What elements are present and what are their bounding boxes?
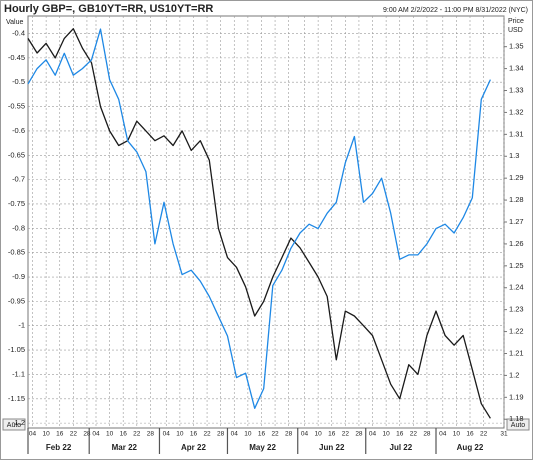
y-tick-label: -0.5 bbox=[12, 77, 25, 86]
y2-tick-label: 1.32 bbox=[509, 107, 524, 116]
y-tick-label: -0.4 bbox=[12, 29, 25, 38]
series-line bbox=[27, 28, 491, 419]
chart-title: Hourly GBP=, GB10YT=RR, US10YT=RR bbox=[4, 3, 213, 15]
y-tick-label: -0.9 bbox=[12, 272, 25, 281]
x-tick-label: 16 bbox=[328, 431, 336, 438]
x-tick-label: 28 bbox=[83, 431, 91, 438]
y2-tick-label: 1.25 bbox=[509, 261, 524, 270]
y2-tick-label: 1.22 bbox=[509, 327, 524, 336]
y-tick-label: -0.95 bbox=[8, 296, 25, 305]
x-tick-label: 28 bbox=[285, 431, 293, 438]
x-tick-label: 10 bbox=[106, 431, 114, 438]
x-tick-label: 16 bbox=[466, 431, 474, 438]
x-tick-label: 10 bbox=[176, 431, 184, 438]
x-tick-label: 04 bbox=[439, 431, 447, 438]
x-tick-label: 04 bbox=[231, 431, 239, 438]
y-tick-label: -1.05 bbox=[8, 345, 25, 354]
x-tick-label: 10 bbox=[383, 431, 391, 438]
y-tick-label: -0.75 bbox=[8, 199, 25, 208]
y-tick-label: -1.15 bbox=[8, 394, 25, 403]
y2-tick-label: 1.31 bbox=[509, 129, 524, 138]
y2-axis-label: Price bbox=[508, 18, 524, 25]
x-tick-label: 22 bbox=[70, 431, 78, 438]
y2-tick-label: 1.23 bbox=[509, 305, 524, 314]
x-tick-label: 10 bbox=[315, 431, 323, 438]
y2-tick-label: 1.33 bbox=[509, 85, 524, 94]
month-label: Mar 22 bbox=[112, 443, 138, 452]
x-tick-label: 04 bbox=[29, 431, 37, 438]
y2-axis-label: USD bbox=[508, 27, 523, 34]
y2-tick-label: 1.24 bbox=[509, 283, 524, 292]
x-tick-label: 16 bbox=[190, 431, 198, 438]
y2-tick-label: 1.29 bbox=[509, 173, 524, 182]
y2-tick-label: 1.35 bbox=[509, 42, 524, 51]
y2-tick-label: 1.21 bbox=[509, 348, 524, 357]
y-tick-label: -0.85 bbox=[8, 248, 25, 257]
y-tick-label: -0.55 bbox=[8, 102, 25, 111]
x-tick-label: 22 bbox=[133, 431, 141, 438]
auto-button[interactable] bbox=[2, 418, 26, 431]
month-label: May 22 bbox=[249, 443, 276, 452]
y-tick-label: -0.6 bbox=[12, 126, 25, 135]
x-tick-label: 04 bbox=[301, 431, 309, 438]
y2-tick-label: 1.27 bbox=[509, 217, 524, 226]
auto-button[interactable] bbox=[506, 418, 530, 431]
y2-tick-label: 1.3 bbox=[509, 151, 519, 160]
x-tick-label: 22 bbox=[271, 431, 279, 438]
x-tick-label: 16 bbox=[396, 431, 404, 438]
y2-tick-label: 1.19 bbox=[509, 392, 524, 401]
x-tick-label: 10 bbox=[43, 431, 51, 438]
series-line bbox=[27, 28, 491, 409]
y2-tick-label: 1.26 bbox=[509, 239, 524, 248]
y-axis-label: Value bbox=[6, 19, 23, 26]
x-tick-label: 22 bbox=[342, 431, 350, 438]
x-tick-label: 04 bbox=[369, 431, 377, 438]
x-tick-label: 04 bbox=[92, 431, 100, 438]
month-label: Aug 22 bbox=[457, 443, 484, 452]
x-tick-label: 22 bbox=[480, 431, 488, 438]
month-label: Jun 22 bbox=[319, 443, 345, 452]
x-tick-label: 16 bbox=[258, 431, 266, 438]
x-tick-label: 28 bbox=[147, 431, 155, 438]
x-tick-label: 16 bbox=[120, 431, 128, 438]
x-tick-label: 28 bbox=[217, 431, 225, 438]
chart-subtitle: 9:00 AM 2/2/2022 - 11:00 PM 8/31/2022 (N… bbox=[383, 7, 528, 14]
x-tick-label: 10 bbox=[453, 431, 461, 438]
y2-tick-label: 1.18 bbox=[509, 414, 524, 423]
month-label: Jul 22 bbox=[390, 443, 413, 452]
y2-tick-label: 1.34 bbox=[509, 64, 524, 73]
x-tick-label: 04 bbox=[163, 431, 171, 438]
auto-button-label[interactable]: Auto bbox=[511, 422, 526, 429]
x-tick-label: 28 bbox=[355, 431, 363, 438]
month-label: Apr 22 bbox=[181, 443, 206, 452]
x-tick-label: 28 bbox=[423, 431, 431, 438]
auto-button-label[interactable]: Auto bbox=[7, 422, 22, 429]
month-label: Feb 22 bbox=[46, 443, 72, 452]
x-tick-label: 10 bbox=[244, 431, 252, 438]
y-tick-label: -0.7 bbox=[12, 175, 25, 184]
x-tick-label: 22 bbox=[203, 431, 211, 438]
y-tick-label: -1 bbox=[18, 321, 25, 330]
x-tick-label: 16 bbox=[56, 431, 64, 438]
x-tick-label: 22 bbox=[410, 431, 418, 438]
x-tick-label: 31 bbox=[500, 431, 508, 438]
y-tick-label: -0.8 bbox=[12, 223, 25, 232]
y-tick-label: -1.1 bbox=[12, 369, 25, 378]
y-tick-label: -1.2 bbox=[12, 418, 25, 427]
y-tick-label: -0.65 bbox=[8, 150, 25, 159]
y-tick-label: -0.45 bbox=[8, 53, 25, 62]
y2-tick-label: 1.2 bbox=[509, 370, 519, 379]
y2-tick-label: 1.28 bbox=[509, 195, 524, 204]
